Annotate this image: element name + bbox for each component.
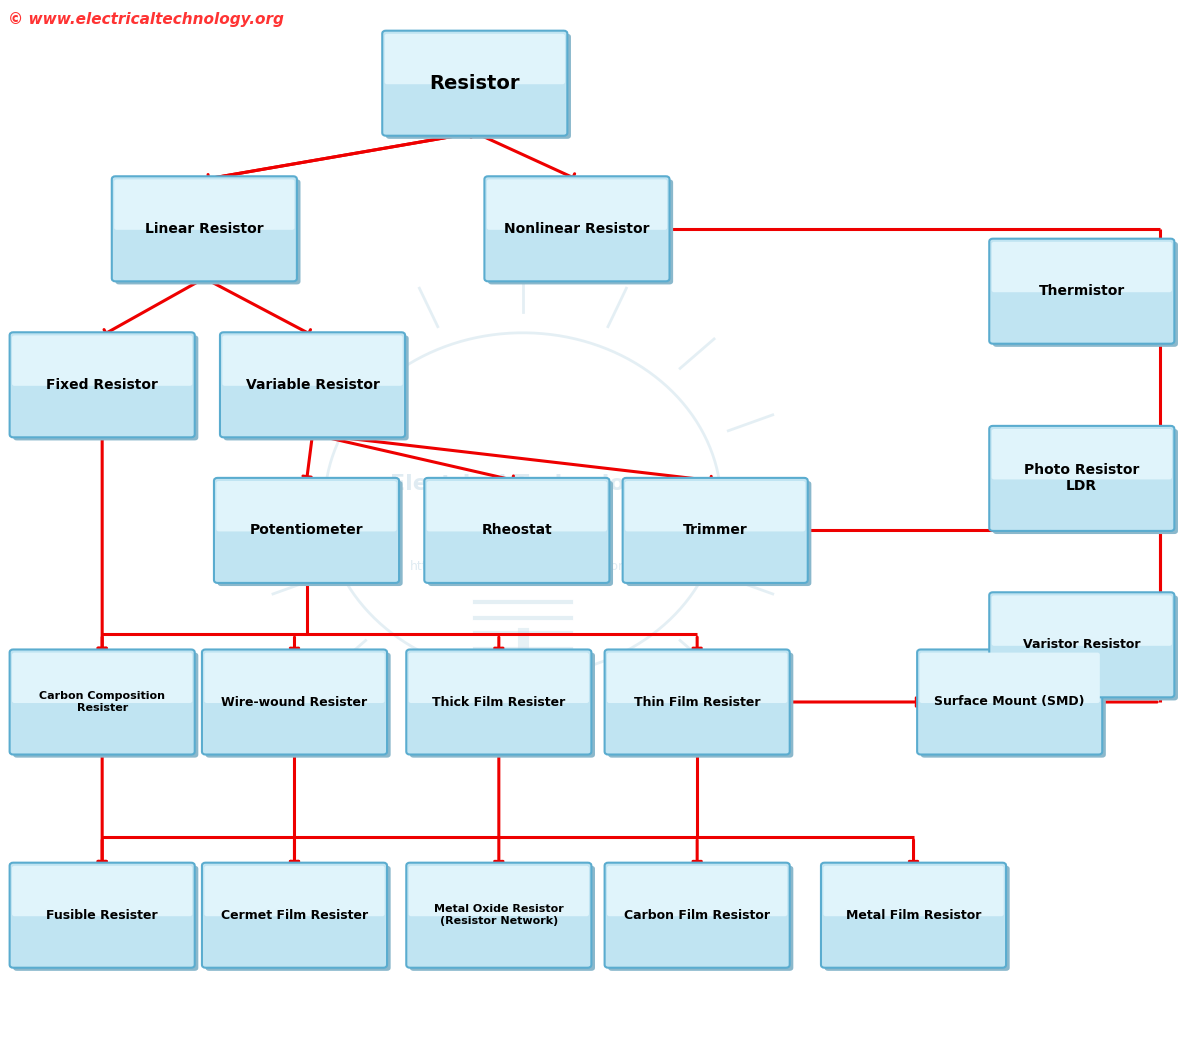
FancyBboxPatch shape xyxy=(825,865,1010,971)
FancyBboxPatch shape xyxy=(605,649,790,755)
FancyBboxPatch shape xyxy=(10,332,195,437)
FancyBboxPatch shape xyxy=(222,335,403,386)
Text: Fixed Resistor: Fixed Resistor xyxy=(46,378,159,392)
FancyBboxPatch shape xyxy=(608,865,793,971)
FancyBboxPatch shape xyxy=(220,332,405,437)
FancyBboxPatch shape xyxy=(13,865,198,971)
FancyBboxPatch shape xyxy=(115,179,300,284)
Text: Electrical Technology: Electrical Technology xyxy=(391,473,655,494)
FancyBboxPatch shape xyxy=(10,649,195,755)
FancyBboxPatch shape xyxy=(12,335,192,386)
FancyBboxPatch shape xyxy=(224,335,409,440)
Text: Linear Resistor: Linear Resistor xyxy=(145,222,263,236)
Text: Thick Film Resister: Thick Film Resister xyxy=(433,696,565,708)
FancyBboxPatch shape xyxy=(214,478,399,582)
Text: Carbon Composition
Resister: Carbon Composition Resister xyxy=(40,692,165,712)
FancyBboxPatch shape xyxy=(488,179,673,284)
FancyBboxPatch shape xyxy=(625,480,805,531)
FancyBboxPatch shape xyxy=(993,242,1178,347)
FancyBboxPatch shape xyxy=(992,242,1172,292)
Text: Metal Oxide Resistor
(Resistor Network): Metal Oxide Resistor (Resistor Network) xyxy=(434,905,564,926)
Text: Variable Resistor: Variable Resistor xyxy=(245,378,380,392)
Text: Cermet Film Resister: Cermet Film Resister xyxy=(221,909,368,921)
Text: http://www.electricaltechnology.org/: http://www.electricaltechnology.org/ xyxy=(410,561,636,573)
FancyBboxPatch shape xyxy=(204,865,385,916)
FancyBboxPatch shape xyxy=(484,176,670,281)
FancyBboxPatch shape xyxy=(989,426,1174,530)
FancyBboxPatch shape xyxy=(424,478,609,582)
Text: Varistor Resistor: Varistor Resistor xyxy=(1023,639,1141,651)
FancyBboxPatch shape xyxy=(206,653,391,757)
FancyBboxPatch shape xyxy=(410,865,595,971)
Text: Wire-wound Resister: Wire-wound Resister xyxy=(221,696,368,708)
FancyBboxPatch shape xyxy=(202,863,387,967)
FancyBboxPatch shape xyxy=(917,649,1102,755)
FancyBboxPatch shape xyxy=(626,480,811,587)
Text: Resistor: Resistor xyxy=(429,74,520,93)
FancyBboxPatch shape xyxy=(607,653,787,703)
Text: Carbon Film Resistor: Carbon Film Resistor xyxy=(624,909,770,921)
FancyBboxPatch shape xyxy=(487,179,667,230)
FancyBboxPatch shape xyxy=(386,33,571,138)
FancyBboxPatch shape xyxy=(823,865,1004,916)
FancyBboxPatch shape xyxy=(821,863,1006,967)
FancyBboxPatch shape xyxy=(427,480,607,531)
Text: Thermistor: Thermistor xyxy=(1039,284,1125,298)
FancyBboxPatch shape xyxy=(12,865,192,916)
FancyBboxPatch shape xyxy=(12,653,192,703)
Text: Trimmer: Trimmer xyxy=(683,523,748,538)
FancyBboxPatch shape xyxy=(406,649,591,755)
FancyBboxPatch shape xyxy=(206,865,391,971)
Text: Nonlinear Resistor: Nonlinear Resistor xyxy=(504,222,650,236)
FancyBboxPatch shape xyxy=(920,653,1100,703)
FancyBboxPatch shape xyxy=(385,33,565,84)
FancyBboxPatch shape xyxy=(112,176,297,281)
Text: Rheostat: Rheostat xyxy=(482,523,552,538)
FancyBboxPatch shape xyxy=(993,428,1178,535)
FancyBboxPatch shape xyxy=(218,480,403,587)
FancyBboxPatch shape xyxy=(989,593,1174,697)
FancyBboxPatch shape xyxy=(202,649,387,755)
FancyBboxPatch shape xyxy=(409,653,589,703)
FancyBboxPatch shape xyxy=(921,653,1106,757)
FancyBboxPatch shape xyxy=(13,335,198,440)
FancyBboxPatch shape xyxy=(992,428,1172,479)
FancyBboxPatch shape xyxy=(10,863,195,967)
FancyBboxPatch shape xyxy=(605,863,790,967)
FancyBboxPatch shape xyxy=(992,595,1172,646)
FancyBboxPatch shape xyxy=(993,595,1178,701)
Text: Metal Film Resistor: Metal Film Resistor xyxy=(846,909,981,921)
FancyBboxPatch shape xyxy=(428,480,613,587)
FancyBboxPatch shape xyxy=(623,478,808,582)
FancyBboxPatch shape xyxy=(989,239,1174,343)
Text: Fusible Resister: Fusible Resister xyxy=(47,909,157,921)
FancyBboxPatch shape xyxy=(608,653,793,757)
FancyBboxPatch shape xyxy=(409,865,589,916)
FancyBboxPatch shape xyxy=(114,179,294,230)
FancyBboxPatch shape xyxy=(382,30,567,135)
Text: Surface Mount (SMD): Surface Mount (SMD) xyxy=(934,696,1085,708)
Text: © www.electricaltechnology.org: © www.electricaltechnology.org xyxy=(8,12,285,27)
FancyBboxPatch shape xyxy=(410,653,595,757)
FancyBboxPatch shape xyxy=(216,480,397,531)
Text: Potentiometer: Potentiometer xyxy=(250,523,363,538)
Text: Photo Resistor
LDR: Photo Resistor LDR xyxy=(1024,463,1139,494)
Text: Thin Film Resister: Thin Film Resister xyxy=(633,696,761,708)
FancyBboxPatch shape xyxy=(406,863,591,967)
FancyBboxPatch shape xyxy=(13,653,198,757)
FancyBboxPatch shape xyxy=(607,865,787,916)
FancyBboxPatch shape xyxy=(204,653,385,703)
